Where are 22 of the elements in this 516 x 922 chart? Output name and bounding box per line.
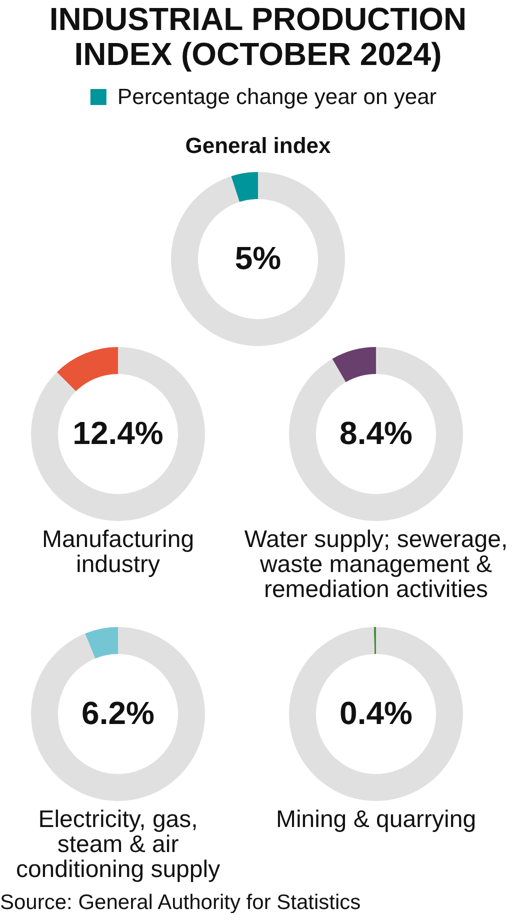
donut-slice xyxy=(289,347,463,521)
text: Electricity, gas, steam & air conditioning supply xyxy=(16,806,220,883)
data-label: 5% xyxy=(234,240,282,276)
data-label: 0.4% xyxy=(340,695,412,731)
donut-slice xyxy=(31,627,205,801)
data-label: 8.4% xyxy=(340,415,412,451)
donut-slice xyxy=(84,627,118,658)
text: Mining & quarrying xyxy=(276,806,476,833)
donut-slice xyxy=(56,347,118,392)
data-label: 6.2% xyxy=(82,695,154,731)
donut-slice xyxy=(231,172,258,202)
donut-slice xyxy=(171,172,345,346)
donut-slice xyxy=(31,347,205,521)
text: Water supply; sewerage, waste management & remediation activities xyxy=(244,526,508,603)
legend-label: Percentage change year on year xyxy=(117,84,437,109)
text: Manufacturing industry xyxy=(42,526,194,578)
donut-slice xyxy=(332,347,376,382)
data-label: 12.4% xyxy=(72,415,164,451)
text: General index xyxy=(185,133,332,158)
donut-slice xyxy=(288,627,463,801)
chart-title: INDUSTRIAL PRODUCTION INDEX (OCTOBER 2024) xyxy=(49,1,467,72)
source-note: Source: General Authority for Statistics xyxy=(0,891,361,914)
